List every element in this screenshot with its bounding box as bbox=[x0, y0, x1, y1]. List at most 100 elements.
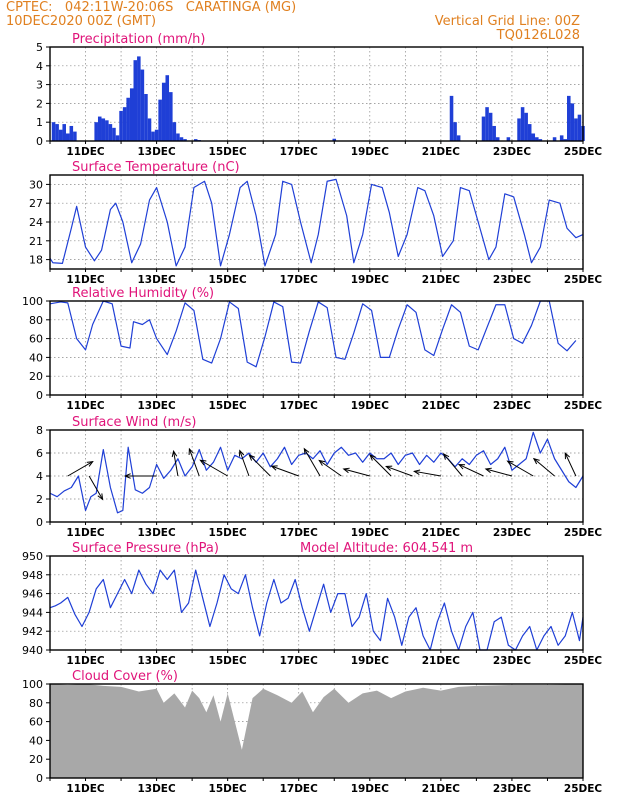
cloud-xtick-label: 19DEC bbox=[351, 783, 390, 795]
wind-arrow bbox=[532, 457, 555, 477]
rh-line bbox=[49, 300, 577, 368]
cloud-xtick-label: 17DEC bbox=[280, 783, 319, 795]
precip-bar bbox=[147, 118, 152, 141]
run-datetime: 10DEC2020 00Z (GMT) bbox=[6, 14, 157, 29]
temp-ytick-label: 24 bbox=[29, 216, 43, 229]
station-info: CPTEC: 042:11W-20:06S CARATINGA (MG) bbox=[6, 0, 297, 15]
precip-bar bbox=[129, 88, 134, 141]
temp-panel: Surface Temperature (nC) 18 21 24 27 30 11DEC 1… bbox=[29, 160, 602, 286]
wind-xtick-label: 11DEC bbox=[66, 527, 105, 539]
wind-ytick-label: 0 bbox=[36, 516, 43, 529]
precip-bar bbox=[517, 118, 521, 141]
rh-ytick-label: 60 bbox=[29, 333, 43, 346]
precip-bar bbox=[176, 133, 180, 141]
wind-xtick-label: 13DEC bbox=[137, 527, 176, 539]
precip-bar bbox=[133, 60, 138, 141]
wind-xtick-label: 23DEC bbox=[493, 527, 532, 539]
rh-frame bbox=[49, 300, 584, 396]
press-annotation: Model Altitude: 604.541 m bbox=[300, 541, 473, 556]
cloud-ytick-label: 40 bbox=[29, 734, 43, 747]
wind-arrow bbox=[385, 465, 413, 477]
press-ytick-label: 948 bbox=[22, 569, 43, 582]
press-ytick-label: 944 bbox=[22, 606, 43, 619]
precip-bar bbox=[453, 122, 457, 141]
rh-panel: Relative Humidity (%) 0 20 40 60 80 100 11DEC 13… bbox=[22, 286, 602, 412]
precip-bar bbox=[485, 107, 489, 141]
precip-bar bbox=[193, 139, 198, 141]
press-ytick-label: 950 bbox=[22, 550, 43, 563]
rh-xtick-label: 17DEC bbox=[280, 400, 319, 412]
temp-title: Surface Temperature (nC) bbox=[72, 160, 240, 175]
precip-bar bbox=[112, 127, 116, 141]
wind-xtick-label: 19DEC bbox=[351, 527, 390, 539]
precip-bar bbox=[332, 138, 337, 141]
temp-xtick-label: 25DEC bbox=[564, 274, 603, 286]
rh-ytick-label: 80 bbox=[29, 314, 43, 327]
precip-bar bbox=[122, 107, 127, 141]
press-xtick-label: 23DEC bbox=[493, 655, 532, 667]
precip-bar bbox=[538, 139, 543, 141]
wind-arrow bbox=[171, 449, 179, 477]
precip-xtick-label: 21DEC bbox=[422, 146, 461, 158]
precip-bar bbox=[183, 139, 187, 141]
cloud-xtick-label: 23DEC bbox=[493, 783, 532, 795]
cloud-ytick-label: 60 bbox=[29, 716, 43, 729]
press-xtick-label: 19DEC bbox=[351, 655, 390, 667]
precip-bar bbox=[161, 82, 166, 141]
wind-arrow bbox=[318, 459, 342, 477]
wind-arrow bbox=[342, 467, 370, 477]
precip-bar bbox=[559, 135, 564, 141]
rh-xtick-label: 23DEC bbox=[493, 400, 532, 412]
precip-bar bbox=[527, 124, 532, 141]
precip-bar bbox=[179, 137, 184, 141]
cloud-xtick-label: 21DEC bbox=[422, 783, 461, 795]
rh-ytick-label: 40 bbox=[29, 351, 43, 364]
wind-arrow bbox=[238, 449, 250, 477]
precip-title: Precipitation (mm/h) bbox=[72, 32, 205, 47]
rh-xtick-label: 21DEC bbox=[422, 400, 461, 412]
precip-bar bbox=[535, 137, 539, 141]
press-ytick-label: 940 bbox=[22, 644, 43, 657]
temp-ytick-label: 18 bbox=[29, 254, 43, 267]
precip-xtick-label: 11DEC bbox=[66, 146, 105, 158]
temp-ytick-label: 27 bbox=[29, 197, 43, 210]
precip-bar bbox=[449, 95, 454, 141]
press-xtick-label: 11DEC bbox=[66, 655, 105, 667]
precip-ytick-label: 3 bbox=[36, 79, 43, 92]
precip-bar bbox=[577, 114, 582, 141]
press-frame bbox=[49, 555, 584, 651]
precip-bar bbox=[524, 112, 528, 141]
cloud-xtick-label: 15DEC bbox=[209, 783, 248, 795]
wind-ytick-label: 4 bbox=[36, 470, 43, 483]
wind-arrow bbox=[248, 454, 271, 477]
precip-bar bbox=[481, 116, 486, 141]
vertical-grid-note: Vertical Grid Line: 00Z bbox=[434, 14, 580, 29]
precip-bar bbox=[154, 129, 159, 141]
temp-ytick-label: 30 bbox=[29, 178, 43, 191]
cloud-frame bbox=[49, 683, 584, 779]
precip-bar bbox=[58, 129, 63, 141]
precip-bar bbox=[165, 75, 170, 141]
precip-bar bbox=[570, 103, 575, 141]
temp-xtick-label: 11DEC bbox=[66, 274, 105, 286]
precip-xtick-label: 25DEC bbox=[564, 146, 603, 158]
rh-xtick-label: 25DEC bbox=[564, 400, 603, 412]
wind-xtick-label: 15DEC bbox=[209, 527, 248, 539]
wind-line bbox=[49, 431, 584, 514]
precip-panel: Precipitation (mm/h) 0 1 2 3 4 5 11DEC 13DEC 15DE… bbox=[36, 32, 602, 158]
precip-bar bbox=[65, 133, 70, 141]
wind-arrow bbox=[369, 454, 392, 477]
precip-frame bbox=[49, 46, 584, 142]
temp-xtick-label: 21DEC bbox=[422, 274, 461, 286]
temp-xtick-label: 15DEC bbox=[209, 274, 248, 286]
precip-bar bbox=[108, 124, 113, 141]
precip-bar bbox=[115, 135, 120, 141]
precip-ytick-label: 4 bbox=[36, 60, 43, 73]
precip-xtick-label: 15DEC bbox=[209, 146, 248, 158]
temp-line bbox=[49, 178, 584, 267]
wind-arrow bbox=[199, 459, 228, 477]
precip-bar bbox=[552, 137, 557, 141]
precip-ytick-label: 0 bbox=[36, 135, 43, 148]
precip-xtick-label: 17DEC bbox=[280, 146, 319, 158]
